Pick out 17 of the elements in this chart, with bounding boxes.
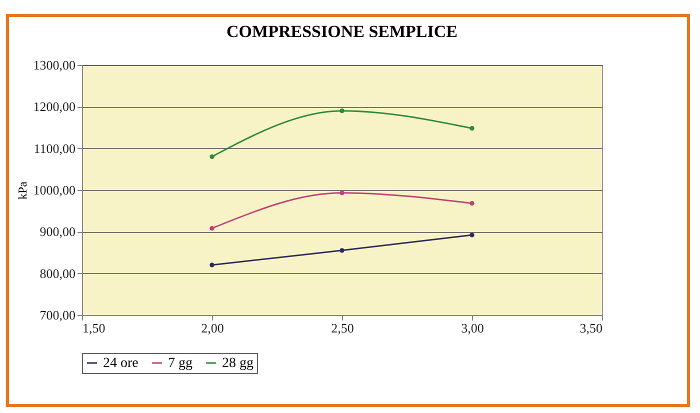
y-tick-label: 1100,00 (34, 140, 76, 156)
legend-label: 24 ore (103, 356, 138, 371)
y-tick-label: 900,00 (40, 224, 76, 240)
y-tick-label: 700,00 (40, 308, 76, 322)
x-tick-label: 2,50 (331, 320, 354, 336)
y-tick-label: 1000,00 (33, 182, 76, 198)
legend-label: 28 gg (222, 356, 254, 371)
x-tick-label: 3,00 (461, 320, 484, 336)
legend-label: 7 gg (168, 356, 192, 371)
x-tick-label: 3,50 (580, 320, 602, 336)
y-tick-label: 1300,00 (33, 58, 76, 72)
x-tick-label: 1,50 (82, 320, 106, 336)
chart-title: COMPRESSIONE SEMPLICE (226, 22, 458, 41)
y-axis-title: kPa (15, 180, 30, 200)
y-tick-label: 1200,00 (33, 99, 76, 114)
x-tick-label: 2,00 (201, 320, 224, 336)
y-tick-label: 800,00 (40, 266, 76, 281)
